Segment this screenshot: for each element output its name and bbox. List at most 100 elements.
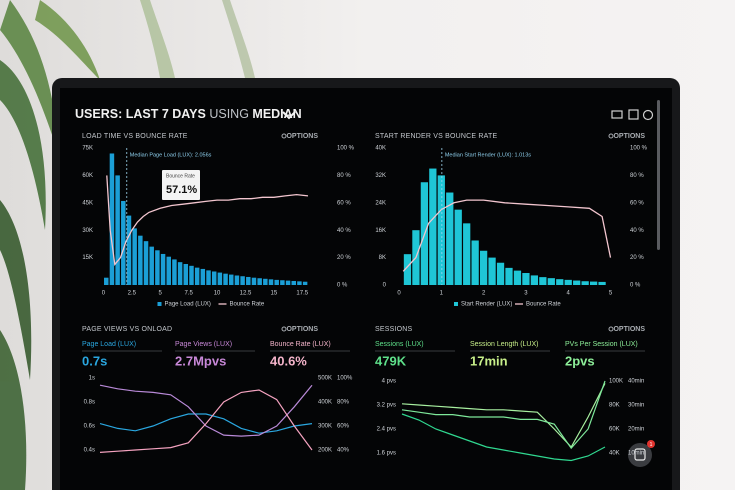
- histogram-bar: [297, 281, 302, 285]
- legend-label: Bounce Rate: [230, 302, 265, 308]
- tooltip-title: Bounce Rate: [166, 173, 195, 179]
- histogram-bar: [454, 209, 462, 285]
- options-button[interactable]: OPTIONS: [613, 133, 645, 140]
- histogram-bar: [463, 223, 471, 285]
- histogram-bar: [160, 253, 166, 285]
- options-button[interactable]: OPTIONS: [286, 326, 318, 333]
- y-tick-label: 3.2 pvs: [377, 403, 396, 409]
- title-dropdown[interactable]: [282, 111, 296, 120]
- histogram-bar: [513, 270, 522, 285]
- options-button[interactable]: OPTIONS: [286, 133, 318, 140]
- chat-button[interactable]: [628, 443, 652, 467]
- histogram-bar: [206, 270, 211, 285]
- title-part: USERS:: [75, 107, 122, 121]
- x-tick-label: 15: [271, 291, 278, 297]
- y-tick-label: 32K: [375, 173, 386, 179]
- histogram-bar: [234, 275, 240, 285]
- histogram-bar: [143, 241, 149, 285]
- series-line: [401, 380, 606, 450]
- title-part: USING: [209, 107, 249, 121]
- histogram-bar: [302, 281, 308, 285]
- y-tick-label: 40K: [375, 146, 386, 152]
- x-tick-label: 12.5: [240, 291, 252, 297]
- legend-label: Bounce Rate: [526, 302, 561, 308]
- histogram-bar: [217, 272, 223, 285]
- y2-tick-label: 60K: [609, 427, 620, 433]
- y2-tick-label: 60 %: [337, 200, 351, 206]
- histogram-bar: [200, 268, 206, 285]
- histogram-bar: [589, 281, 598, 285]
- panel-title: START RENDER VS BOUNCE RATE: [375, 133, 497, 140]
- y-tick-label: 45K: [82, 200, 93, 206]
- histogram-bar: [522, 273, 530, 285]
- x-tick-label: 4: [567, 291, 571, 297]
- histogram-bar: [547, 278, 555, 285]
- histogram-bar: [132, 228, 137, 285]
- series-line: [401, 413, 606, 462]
- y2-tick-label: 80 %: [630, 173, 644, 179]
- histogram-bar: [488, 257, 496, 285]
- toolbar-icons: [611, 109, 654, 121]
- median-annotation: Median Page Load (LUX): 2.056s: [130, 152, 212, 158]
- y2-tick-label: 80 %: [337, 173, 351, 179]
- histogram-bar: [138, 235, 143, 285]
- histogram-bar: [403, 254, 412, 285]
- panel-title: PAGE VIEWS VS ONLOAD: [82, 326, 172, 333]
- bounce-rate-line: [106, 175, 309, 266]
- metric-value: 17min: [470, 353, 508, 368]
- y3-tick-label: 100%: [337, 376, 353, 382]
- series-line: [401, 383, 606, 449]
- y-tick-label: 16K: [375, 228, 386, 234]
- tooltip-value: 57.1%: [166, 184, 197, 196]
- title-part: LAST 7 DAYS: [126, 107, 206, 121]
- y-tick-label: 75K: [82, 146, 93, 152]
- chat-badge-count: 1: [650, 442, 653, 448]
- y2-tick-label: 60 %: [630, 200, 644, 206]
- histogram-bar: [109, 153, 115, 285]
- dashboard-title: USERS: LAST 7 DAYS USING MEDIAN: [75, 107, 302, 121]
- y2-tick-label: 0 %: [630, 283, 641, 289]
- y-tick-label: 0.6s: [84, 424, 95, 430]
- y-tick-label: 4 pvs: [382, 379, 396, 385]
- metric-value: 40.6%: [270, 353, 307, 368]
- y2-tick-label: 40 %: [630, 228, 644, 234]
- tooltip: [162, 170, 200, 200]
- histogram-bar: [121, 200, 126, 285]
- monitor-icon[interactable]: [611, 110, 623, 119]
- x-tick-label: 0: [102, 291, 106, 297]
- y2-tick-label: 200K: [318, 448, 332, 454]
- series-line: [99, 389, 313, 453]
- legend-swatch: [157, 302, 162, 306]
- histogram-bar: [126, 215, 132, 285]
- y-tick-label: 0: [383, 283, 387, 289]
- y2-tick-label: 20 %: [337, 255, 351, 261]
- histogram-bar: [446, 192, 454, 285]
- legend-label: Start Render (LUX): [461, 302, 512, 308]
- y-tick-label: 1.6 pvs: [377, 451, 396, 457]
- y2-tick-label: 400K: [318, 400, 332, 406]
- scrollbar[interactable]: [657, 100, 660, 250]
- histogram-bar: [155, 250, 160, 285]
- x-tick-label: 7.5: [184, 291, 193, 297]
- x-tick-label: 10: [214, 291, 221, 297]
- histogram-bar: [104, 277, 109, 285]
- histogram-bar: [505, 267, 513, 285]
- histogram-bar: [556, 279, 564, 285]
- title-part: MEDIAN: [252, 107, 301, 121]
- y3-tick-label: 20min: [628, 427, 644, 433]
- options-button[interactable]: OPTIONS: [613, 326, 645, 333]
- histogram-bar: [564, 279, 572, 285]
- metric-value: 479K: [375, 353, 407, 368]
- help-icon[interactable]: [642, 109, 654, 121]
- histogram-bar: [573, 280, 581, 285]
- image-icon[interactable]: [628, 109, 639, 120]
- histogram-bar: [183, 263, 189, 285]
- y-tick-label: 2.4 pvs: [377, 427, 396, 433]
- histogram-bar: [223, 273, 228, 285]
- histogram-bar: [471, 240, 479, 285]
- histogram-bar: [177, 262, 183, 285]
- y3-tick-label: 40min: [628, 379, 644, 385]
- x-tick-label: 2.5: [128, 291, 137, 297]
- x-tick-label: 0: [397, 291, 401, 297]
- histogram-bar: [291, 280, 296, 285]
